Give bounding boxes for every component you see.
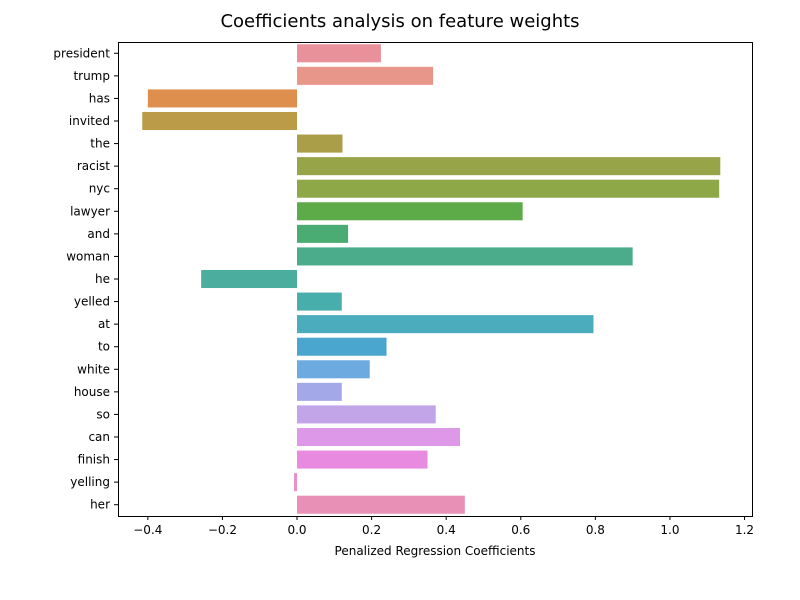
y-tick-label: nyc bbox=[89, 182, 110, 196]
bar-to bbox=[297, 337, 387, 356]
bar-lawyer bbox=[297, 202, 523, 221]
y-tick-label: finish bbox=[78, 453, 110, 467]
chart-title: Coefficients analysis on feature weights bbox=[220, 11, 579, 32]
x-tick-label: 0.4 bbox=[437, 523, 456, 537]
bar-racist bbox=[297, 157, 721, 176]
x-tick-label: 1.0 bbox=[660, 523, 679, 537]
y-tick-label: to bbox=[98, 340, 110, 354]
y-tick-label: lawyer bbox=[70, 204, 110, 218]
bar-white bbox=[297, 360, 370, 379]
y-tick-label: has bbox=[89, 91, 110, 105]
y-tick-label: the bbox=[90, 137, 110, 151]
bar-president bbox=[297, 44, 381, 63]
y-tick-label: he bbox=[95, 272, 110, 286]
x-tick-label: −0.4 bbox=[133, 523, 162, 537]
x-tick-label: −0.2 bbox=[208, 523, 237, 537]
bar-the bbox=[297, 134, 343, 153]
y-tick-label: yelled bbox=[74, 295, 110, 309]
bars-group bbox=[142, 44, 721, 514]
y-tick-label: at bbox=[98, 317, 110, 331]
y-tick-label: woman bbox=[66, 249, 110, 263]
bar-her bbox=[297, 495, 465, 514]
bar-and bbox=[297, 224, 349, 243]
bar-invited bbox=[142, 111, 298, 131]
bar-yelled bbox=[297, 292, 342, 311]
x-tick-label: 0.2 bbox=[362, 523, 381, 537]
x-axis-label: Penalized Regression Coefficients bbox=[335, 544, 536, 558]
y-tick-label: trump bbox=[73, 69, 110, 83]
x-tick-label: 0.6 bbox=[511, 523, 530, 537]
y-axis-ticks: president trump has invited the racist nyc lawy… bbox=[53, 46, 118, 512]
y-tick-label: president bbox=[53, 46, 110, 60]
bar-so bbox=[297, 405, 436, 424]
bar-woman bbox=[297, 247, 633, 266]
bar-has bbox=[147, 89, 298, 108]
x-tick-label: 1.2 bbox=[735, 523, 754, 537]
bar-trump bbox=[297, 66, 434, 85]
bar-he bbox=[201, 269, 298, 289]
y-tick-label: invited bbox=[69, 114, 110, 128]
bar-can bbox=[297, 427, 460, 447]
y-tick-label: racist bbox=[77, 159, 110, 173]
bar-at bbox=[297, 315, 594, 334]
bar-finish bbox=[297, 450, 428, 469]
y-tick-label: her bbox=[90, 498, 110, 512]
bar-yelling bbox=[294, 473, 298, 492]
bar-house bbox=[297, 382, 342, 401]
x-axis-ticks: −0.4 −0.2 0.0 0.2 0.4 0.6 0.8 1.0 1.2 bbox=[133, 516, 754, 537]
y-tick-label: can bbox=[88, 430, 110, 444]
y-tick-label: and bbox=[87, 227, 110, 241]
plot-frame bbox=[118, 42, 753, 517]
x-tick-label: 0.8 bbox=[586, 523, 605, 537]
y-tick-label: so bbox=[96, 407, 110, 421]
y-tick-label: white bbox=[77, 362, 110, 376]
y-tick-label: house bbox=[74, 385, 110, 399]
y-tick-label: yelling bbox=[70, 475, 110, 489]
x-tick-label: 0.0 bbox=[287, 523, 306, 537]
bar-nyc bbox=[297, 179, 720, 198]
